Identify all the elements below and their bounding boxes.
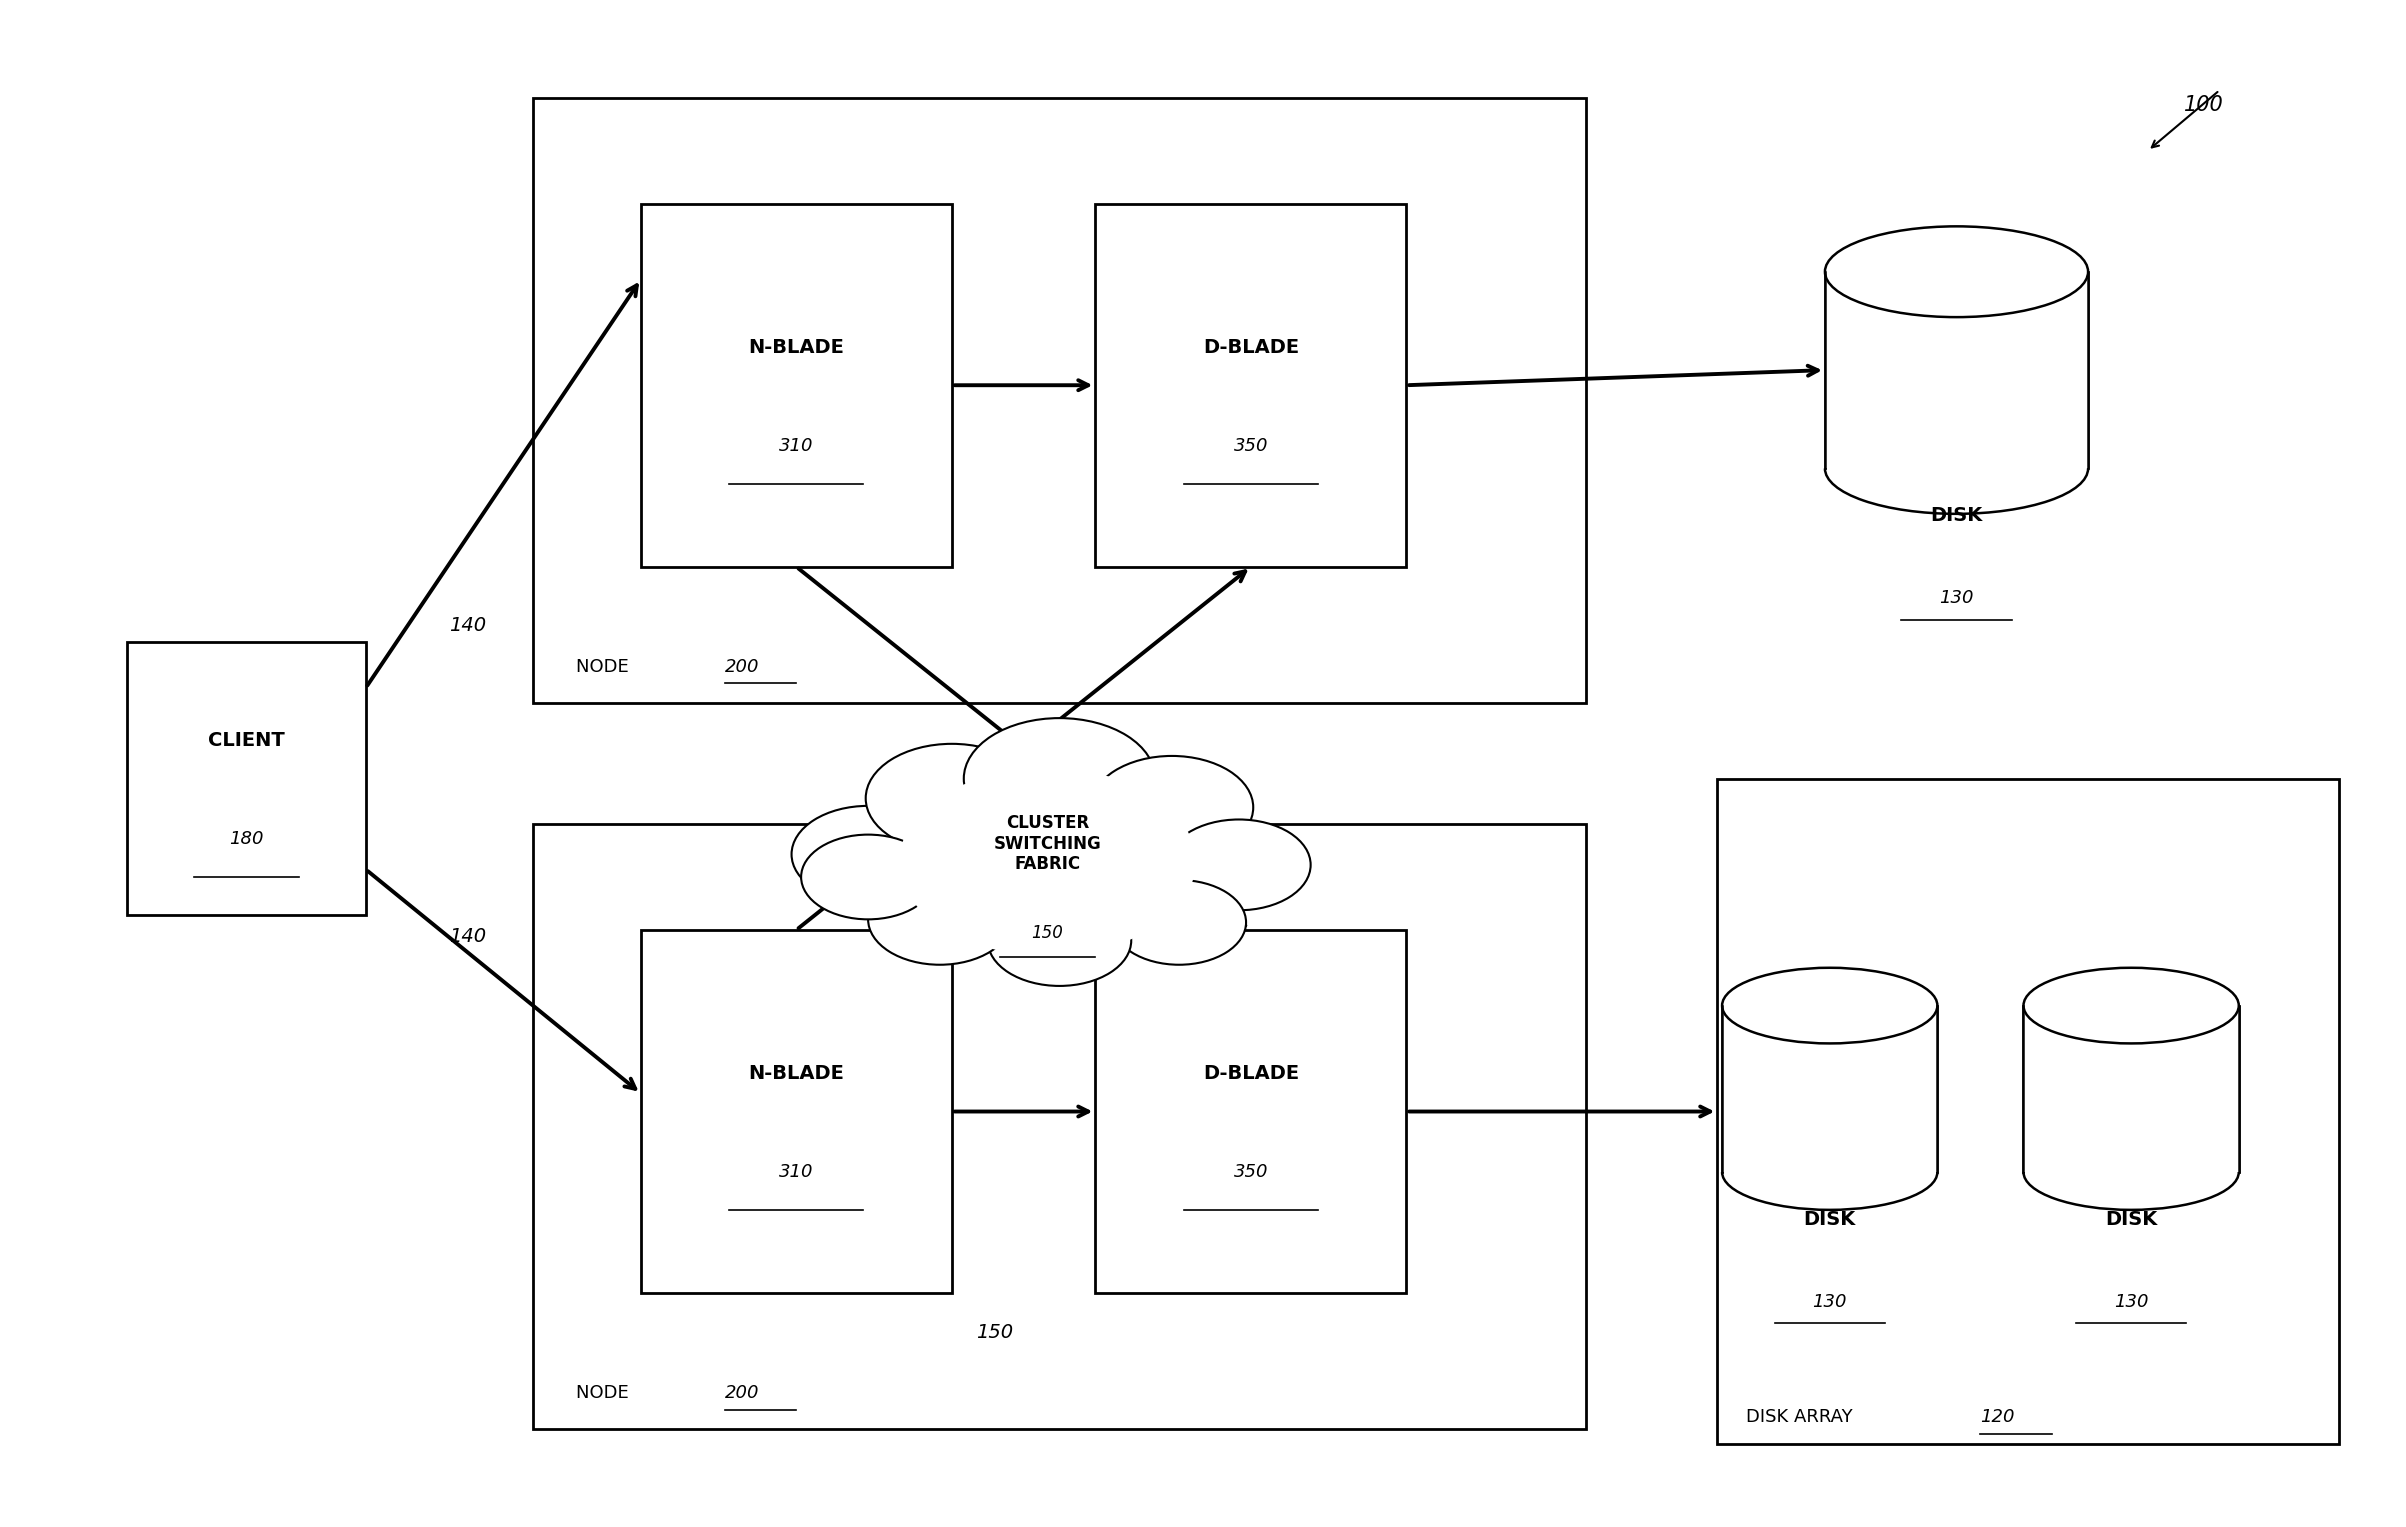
Text: 310: 310 [780, 1164, 813, 1180]
Circle shape [965, 718, 1155, 840]
Circle shape [900, 768, 1196, 956]
Bar [1095, 203, 1408, 567]
Text: CLUSTER
SWITCHING
FABRIC: CLUSTER SWITCHING FABRIC [994, 814, 1102, 873]
Circle shape [1090, 756, 1254, 858]
Circle shape [989, 895, 1131, 986]
Bar [640, 930, 953, 1293]
Ellipse shape [1824, 226, 2088, 318]
Bar [2023, 1006, 2240, 1173]
Text: 200: 200 [724, 658, 758, 676]
Text: DISK: DISK [1930, 507, 1983, 525]
Bar [1824, 272, 2088, 469]
Text: N-BLADE: N-BLADE [748, 1064, 845, 1083]
Text: 150: 150 [977, 1324, 1013, 1342]
Text: CLIENT: CLIENT [207, 731, 284, 750]
Circle shape [1167, 820, 1311, 910]
Text: 130: 130 [1939, 589, 1973, 608]
Bar [534, 98, 1586, 702]
Circle shape [869, 748, 1227, 976]
Circle shape [1112, 880, 1246, 965]
Text: D-BLADE: D-BLADE [1203, 1064, 1299, 1083]
Text: 310: 310 [780, 437, 813, 455]
Ellipse shape [2023, 968, 2240, 1043]
Bar [1095, 930, 1408, 1293]
Circle shape [869, 873, 1011, 965]
Text: 140: 140 [450, 615, 486, 635]
Ellipse shape [1723, 968, 1937, 1043]
Text: 150: 150 [1032, 924, 1063, 942]
Text: 350: 350 [1234, 437, 1268, 455]
Text: D-BLADE: D-BLADE [1203, 337, 1299, 357]
Text: N-BLADE: N-BLADE [748, 337, 845, 357]
Circle shape [801, 835, 936, 919]
Bar [1718, 779, 2339, 1445]
Text: 100: 100 [2185, 95, 2223, 116]
Text: 180: 180 [229, 831, 262, 847]
Text: 200: 200 [724, 1383, 758, 1402]
Circle shape [792, 806, 946, 902]
Bar [534, 825, 1586, 1429]
Text: DISK: DISK [2105, 1209, 2158, 1229]
Text: 120: 120 [1980, 1408, 2014, 1426]
Text: 130: 130 [2115, 1293, 2149, 1312]
Bar [640, 203, 953, 567]
Text: DISK: DISK [1804, 1209, 1855, 1229]
Text: 130: 130 [1812, 1293, 1848, 1312]
Text: DISK ARRAY: DISK ARRAY [1747, 1408, 1865, 1426]
Text: 140: 140 [450, 927, 486, 945]
Text: NODE: NODE [577, 658, 640, 676]
Bar [128, 643, 366, 915]
Text: NODE: NODE [577, 1383, 640, 1402]
Bar [1723, 1006, 1937, 1173]
Circle shape [866, 744, 1037, 852]
Text: 350: 350 [1234, 1164, 1268, 1180]
